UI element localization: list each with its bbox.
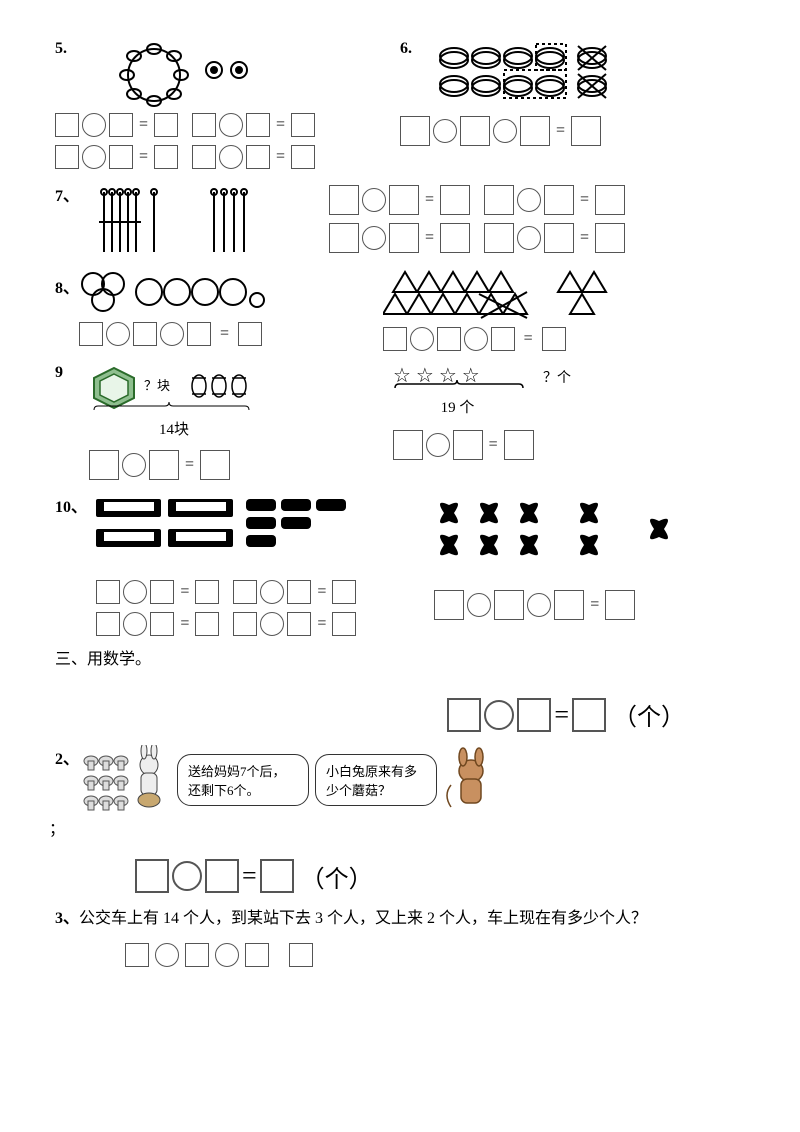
q3-text: 公交车上有 14 个人，到某站下去 3 个人，又上来 2 个人，车上现在有多少个…	[79, 904, 647, 928]
q7-number: 7、	[55, 182, 79, 206]
q8-left-equation: =	[79, 319, 383, 351]
section3-q1-equation: = （个）	[447, 697, 685, 732]
q10-left-equations: = = = =	[96, 577, 434, 641]
q5-equations: = = = =	[55, 110, 400, 174]
q2-semicolon: ；	[49, 815, 745, 839]
q6-number: 6.	[400, 40, 424, 105]
q3-equation	[125, 940, 745, 972]
q2-bubble2: 小白兔原来有多少个蘑菇？	[315, 754, 437, 806]
q9-number: 9	[55, 364, 79, 382]
q8-left-illustration	[79, 270, 383, 315]
q6-illustration	[434, 40, 644, 105]
section3-title: 三、用数学。	[55, 645, 745, 669]
q9-unknown-label: ？块	[144, 378, 170, 393]
q3-number: 3、	[55, 904, 79, 928]
q2-bubble1: 送给妈妈7个后，还剩下6个。	[177, 754, 309, 806]
q8-right-illustration	[383, 270, 728, 320]
q10-right-equation: =	[434, 587, 745, 625]
q9-left-equation: =	[89, 447, 393, 485]
q5-illustration	[99, 40, 279, 110]
q8-number: 8、	[55, 274, 79, 298]
q7-illustration	[94, 182, 304, 262]
q9-right-equation: =	[393, 427, 738, 465]
q8-right-equation: =	[383, 324, 728, 356]
q5-number: 5.	[55, 40, 79, 110]
q10-right-illustration	[434, 493, 745, 563]
q9-right-total: 19 个	[441, 396, 738, 417]
q2-illustration: 送给妈妈7个后，还剩下6个。 小白兔原来有多少个蘑菇？	[81, 745, 501, 815]
q9-left-illustration: ？块	[89, 364, 393, 424]
q2-number: 2、	[55, 745, 79, 769]
q7-equations: = = = =	[329, 182, 635, 258]
q10-left-illustration	[96, 493, 434, 563]
q10-number: 10、	[55, 493, 86, 517]
q9-right-unknown: ？个	[543, 370, 571, 386]
q6-equation: =	[400, 113, 745, 151]
q2-equation: = （个）	[135, 859, 373, 894]
